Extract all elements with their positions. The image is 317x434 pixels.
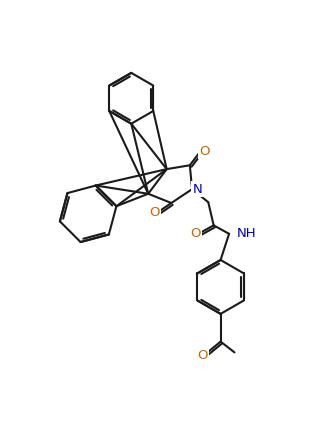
Text: O: O xyxy=(190,227,200,240)
Text: O: O xyxy=(149,206,160,219)
Text: NH: NH xyxy=(237,227,256,240)
Text: N: N xyxy=(193,183,202,196)
Text: O: O xyxy=(199,145,210,158)
Text: O: O xyxy=(197,349,208,362)
